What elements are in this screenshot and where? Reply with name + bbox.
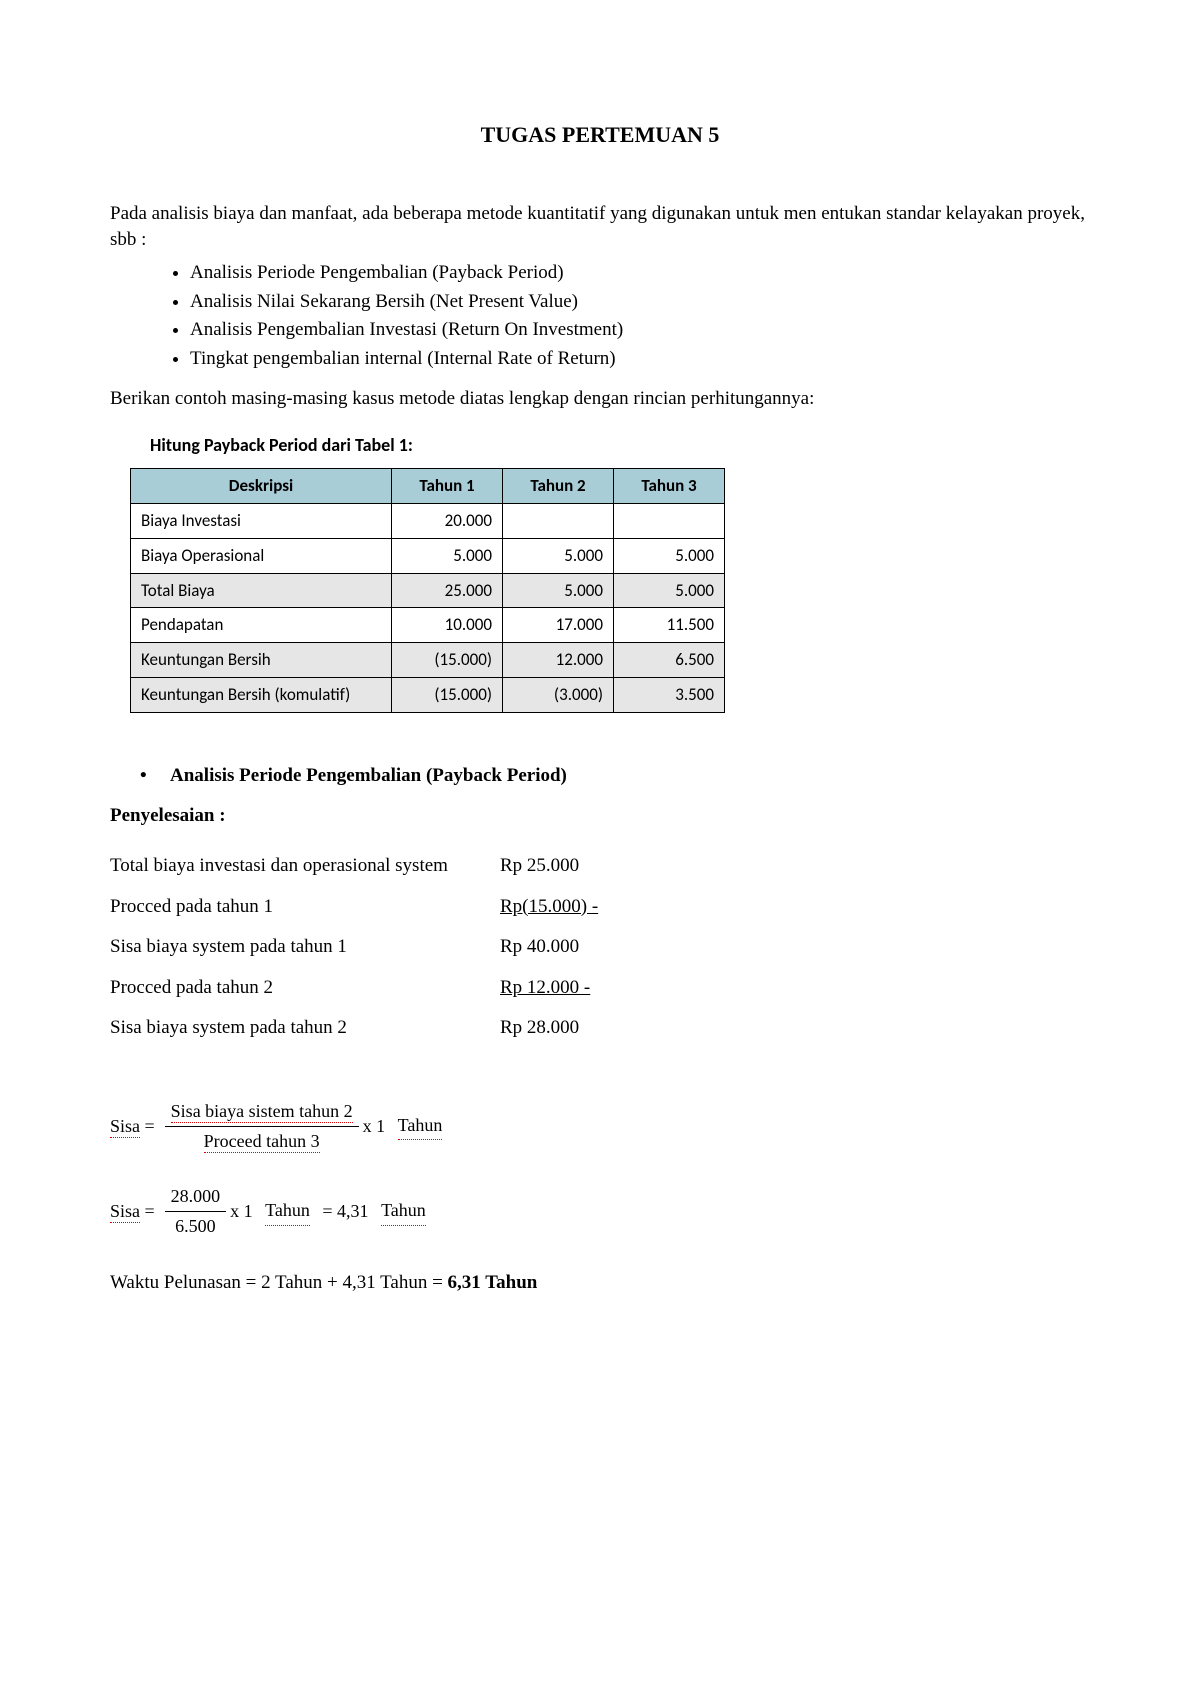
table-row: Keuntungan Bersih (komulatif)(15.000)(3.… [131, 677, 725, 712]
cell-value: 3.500 [614, 677, 725, 712]
calculation-list: Total biaya investasi dan operasional sy… [110, 846, 690, 1049]
cell-value: 20.000 [392, 503, 503, 538]
intro-paragraph: Pada analisis biaya dan manfaat, ada beb… [110, 201, 1090, 254]
final-result: Waktu Pelunasan = 2 Tahun + 4,31 Tahun =… [110, 1270, 1090, 1297]
formula-eq: = 4,31 [322, 1199, 368, 1224]
formula-denominator: Proceed tahun 3 [204, 1131, 320, 1153]
calc-value: Rp 12.000 - [500, 968, 690, 1009]
table-row: Biaya Investasi20.000 [131, 503, 725, 538]
calc-label: Procced pada tahun 2 [110, 968, 500, 1009]
cell-value: 5.000 [503, 573, 614, 608]
cell-value: (3.000) [503, 677, 614, 712]
cell-desc: Biaya Operasional [131, 538, 392, 573]
cell-value: 12.000 [503, 643, 614, 678]
cell-value [614, 503, 725, 538]
payback-table: Deskripsi Tahun 1 Tahun 2 Tahun 3 Biaya … [130, 468, 725, 713]
formula-1: Sisa = Sisa biaya sistem tahun 2 Proceed… [110, 1099, 1090, 1154]
calc-value: Rp 25.000 [500, 846, 690, 887]
cell-value: 6.500 [614, 643, 725, 678]
calc-row: Total biaya investasi dan operasional sy… [110, 846, 690, 887]
list-item: Analisis Pengembalian Investasi (Return … [190, 317, 1090, 344]
formula-unit: Tahun [265, 1198, 310, 1225]
col-header: Tahun 2 [503, 469, 614, 504]
table-row: Pendapatan10.00017.00011.500 [131, 608, 725, 643]
formula-lhs: Sisa [110, 1116, 140, 1138]
calc-label: Sisa biaya system pada tahun 2 [110, 1008, 500, 1049]
cell-value: 5.000 [614, 538, 725, 573]
cell-value: 5.000 [392, 538, 503, 573]
cell-desc: Total Biaya [131, 573, 392, 608]
calc-label: Sisa biaya system pada tahun 1 [110, 927, 500, 968]
col-header: Deskripsi [131, 469, 392, 504]
formula-suffix: x 1 [230, 1199, 253, 1224]
cell-value [503, 503, 614, 538]
formula-suffix: x 1 [363, 1114, 386, 1139]
cell-desc: Keuntungan Bersih [131, 643, 392, 678]
calc-row: Procced pada tahun 1Rp(15.000) - [110, 887, 690, 928]
calc-row: Sisa biaya system pada tahun 1Rp 40.000 [110, 927, 690, 968]
calc-label: Procced pada tahun 1 [110, 887, 500, 928]
section-heading: Analisis Periode Pengembalian (Payback P… [110, 763, 1090, 790]
formula-numerator: Sisa biaya sistem tahun 2 [171, 1101, 353, 1123]
table-row: Total Biaya25.0005.0005.000 [131, 573, 725, 608]
cell-desc: Pendapatan [131, 608, 392, 643]
formula-numerator: 28.000 [165, 1184, 227, 1212]
cell-value: 10.000 [392, 608, 503, 643]
cell-desc: Biaya Investasi [131, 503, 392, 538]
cell-value: (15.000) [392, 643, 503, 678]
calc-value: Rp 28.000 [500, 1008, 690, 1049]
cell-value: 11.500 [614, 608, 725, 643]
table-row: Biaya Operasional5.0005.0005.000 [131, 538, 725, 573]
col-header: Tahun 1 [392, 469, 503, 504]
instruction-paragraph: Berikan contoh masing-masing kasus metod… [110, 386, 1090, 413]
final-bold: 6,31 Tahun [448, 1272, 538, 1293]
calc-value: Rp(15.000) - [500, 887, 690, 928]
list-item: Analisis Nilai Sekarang Bersih (Net Pres… [190, 289, 1090, 316]
table-caption: Hitung Payback Period dari Tabel 1: [150, 433, 1090, 458]
cell-value: 25.000 [392, 573, 503, 608]
cell-value: (15.000) [392, 677, 503, 712]
final-prefix: Waktu Pelunasan = 2 Tahun + 4,31 Tahun = [110, 1272, 448, 1293]
list-item: Tingkat pengembalian internal (Internal … [190, 346, 1090, 373]
formula-2: Sisa = 28.000 6.500 x 1 Tahun = 4,31 Tah… [110, 1184, 1090, 1239]
formula-denominator: 6.500 [165, 1212, 227, 1239]
cell-value: 17.000 [503, 608, 614, 643]
calc-label: Total biaya investasi dan operasional sy… [110, 846, 500, 887]
formula-eq-unit: Tahun [381, 1198, 426, 1225]
calc-value: Rp 40.000 [500, 927, 690, 968]
calc-row: Sisa biaya system pada tahun 2Rp 28.000 [110, 1008, 690, 1049]
methods-list: Analisis Periode Pengembalian (Payback P… [110, 260, 1090, 372]
penyelesaian-label: Penyelesaian : [110, 803, 1090, 830]
table-row: Keuntungan Bersih(15.000)12.0006.500 [131, 643, 725, 678]
cell-value: 5.000 [614, 573, 725, 608]
formula-unit: Tahun [398, 1113, 443, 1140]
page-title: TUGAS PERTEMUAN 5 [110, 120, 1090, 151]
col-header: Tahun 3 [614, 469, 725, 504]
formula-lhs: Sisa [110, 1201, 140, 1223]
formula-block: Sisa = Sisa biaya sistem tahun 2 Proceed… [110, 1099, 1090, 1240]
cell-value: 5.000 [503, 538, 614, 573]
cell-desc: Keuntungan Bersih (komulatif) [131, 677, 392, 712]
list-item: Analisis Periode Pengembalian (Payback P… [190, 260, 1090, 287]
calc-row: Procced pada tahun 2Rp 12.000 - [110, 968, 690, 1009]
